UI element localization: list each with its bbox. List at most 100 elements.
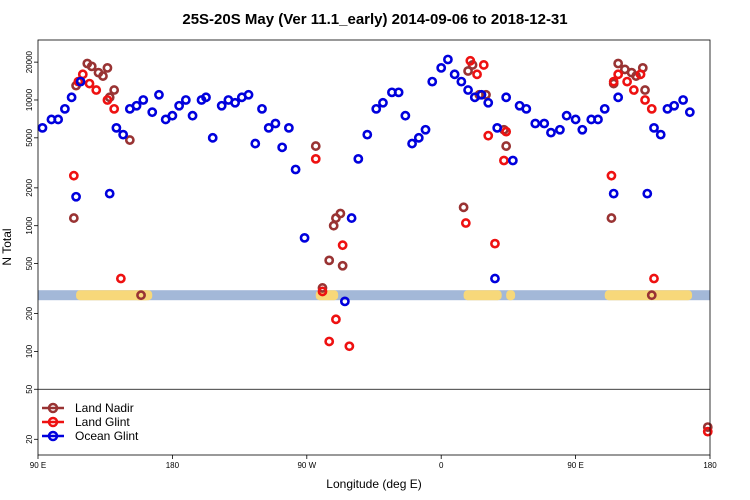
point-ocean-glint — [642, 188, 653, 199]
point-land-glint — [478, 60, 489, 70]
point-land-nadir — [328, 220, 339, 231]
point-land-nadir — [68, 213, 79, 223]
point-land-nadir — [613, 58, 624, 69]
point-land-glint — [702, 426, 713, 437]
point-land-glint — [628, 85, 639, 95]
point-ocean-glint — [463, 85, 473, 95]
ocean-band — [38, 290, 710, 301]
point-land-glint — [344, 341, 355, 352]
point-land-glint — [324, 336, 335, 347]
point-ocean-glint — [599, 103, 610, 114]
legend-label-land-glint: Land Glint — [75, 415, 130, 429]
y-tick-label: 2000 — [25, 178, 34, 196]
y-tick-label: 20 — [25, 434, 34, 443]
point-land-nadir — [124, 135, 135, 145]
point-ocean-glint — [492, 122, 503, 133]
plot-frame — [37, 39, 711, 456]
point-ocean-glint — [407, 138, 417, 149]
y-tick-label: 500 — [25, 256, 34, 270]
point-land-glint — [640, 95, 650, 105]
point-ocean-glint — [257, 103, 267, 114]
point-ocean-glint — [655, 129, 666, 140]
point-ocean-glint — [362, 129, 373, 140]
x-tick-label: 90 E — [30, 461, 46, 470]
point-ocean-glint — [530, 118, 541, 129]
point-land-nadir — [640, 85, 650, 95]
point-ocean-glint — [180, 95, 191, 105]
point-ocean-glint — [207, 132, 218, 143]
point-land-nadir — [86, 61, 97, 72]
point-ocean-glint — [104, 188, 115, 199]
point-ocean-glint — [561, 110, 572, 121]
point-land-glint — [646, 103, 657, 114]
point-ocean-glint — [187, 110, 198, 121]
point-ocean-glint — [436, 62, 447, 73]
point-land-glint — [460, 218, 471, 228]
point-ocean-glint — [546, 127, 556, 138]
point-ocean-glint — [131, 100, 142, 111]
legend-marker-ocean-glint — [47, 430, 59, 442]
y-tick-label: 5000 — [25, 128, 34, 146]
point-land-nadir — [109, 85, 120, 95]
x-tick-label: 180 — [166, 461, 180, 470]
point-ocean-glint — [393, 87, 404, 98]
point-land-glint — [635, 69, 646, 80]
point-land-glint — [501, 126, 512, 137]
point-ocean-glint — [270, 118, 281, 129]
point-land-nadir — [324, 255, 335, 266]
point-land-glint — [109, 103, 120, 114]
x-axis-label: Longitude (deg E) — [326, 477, 421, 491]
point-ocean-glint — [449, 69, 460, 80]
point-ocean-glint — [339, 296, 350, 307]
point-land-glint — [68, 170, 79, 181]
point-ocean-glint — [613, 92, 624, 103]
point-land-nadir — [310, 141, 321, 151]
point-ocean-glint — [283, 122, 294, 133]
point-land-glint — [115, 273, 126, 284]
point-land-nadir — [501, 141, 512, 151]
legend-label-ocean-glint: Ocean Glint — [75, 429, 139, 443]
point-land-nadir — [702, 422, 713, 433]
y-tick-label: 10000 — [25, 88, 34, 111]
point-ocean-glint — [53, 114, 64, 125]
point-land-nadir — [98, 71, 108, 81]
y-tick-label: 50 — [25, 384, 34, 393]
y-tick-label: 1000 — [25, 216, 34, 234]
data-points — [37, 54, 713, 437]
point-land-glint — [499, 155, 509, 166]
point-ocean-glint — [75, 76, 86, 87]
point-land-glint — [84, 78, 95, 89]
point-ocean-glint — [555, 124, 565, 135]
point-land-glint — [649, 273, 659, 284]
point-ocean-glint — [174, 100, 185, 111]
point-land-nadir — [337, 260, 348, 271]
point-ocean-glint — [118, 129, 129, 140]
legend: Land Nadir Land Glint Ocean Glint — [42, 401, 139, 443]
point-ocean-glint — [353, 153, 364, 164]
point-land-glint — [608, 76, 619, 87]
y-axis-ticks: 20 50 100 200 500 1000 2000 5000 10000 20000 — [25, 50, 38, 444]
point-ocean-glint — [37, 122, 48, 133]
y-axis-label: N Total — [0, 228, 14, 265]
y-tick-label: 200 — [25, 306, 34, 320]
point-land-glint — [490, 238, 500, 249]
point-ocean-glint — [427, 76, 438, 87]
point-ocean-glint — [299, 232, 310, 243]
point-land-glint — [622, 76, 633, 87]
point-land-glint — [613, 69, 624, 80]
point-ocean-glint — [400, 110, 411, 121]
point-ocean-glint — [420, 124, 431, 135]
point-land-glint — [472, 69, 482, 80]
point-ocean-glint — [290, 164, 301, 175]
point-ocean-glint — [507, 155, 518, 166]
point-land-glint — [483, 130, 494, 141]
point-land-nadir — [317, 283, 328, 293]
point-ocean-glint — [577, 124, 588, 135]
point-land-nadir — [335, 208, 346, 219]
point-land-glint — [331, 314, 341, 325]
land-band-segment — [315, 290, 339, 301]
point-ocean-glint — [456, 76, 467, 87]
legend-marker-land-nadir — [47, 402, 59, 414]
point-ocean-glint — [684, 107, 695, 118]
